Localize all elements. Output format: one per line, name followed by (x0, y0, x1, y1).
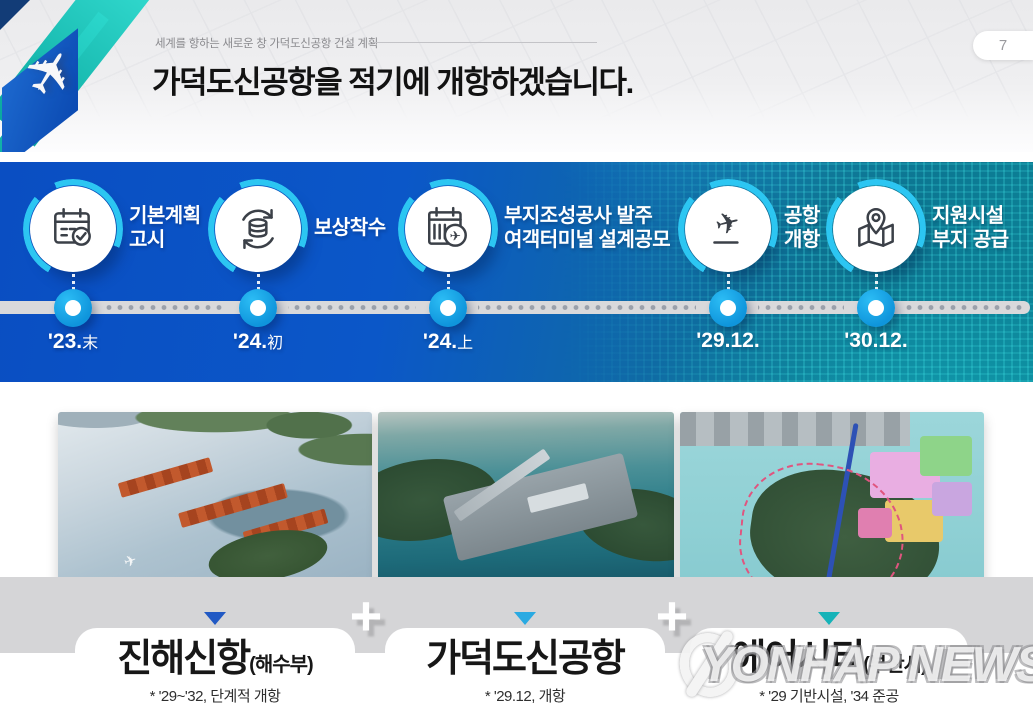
timeline-connector (875, 274, 878, 302)
project-card-jinhae: 진해신항(해수부) * '29~'32, 단계적 개항 (75, 628, 355, 717)
timeline-dotted-segment (906, 301, 1022, 314)
pier-art (117, 457, 214, 498)
timeline-date: '29.12. (696, 329, 760, 352)
project-card-aircity: 에어시티(부산시) * '29 기반시설, '34 준공 (690, 628, 968, 717)
timeline-dotted-segment (103, 301, 225, 314)
project-title: 에어시티(부산시) (731, 638, 927, 680)
digital-dots-pattern (563, 162, 1033, 382)
timeline-date: '30.12. (844, 329, 908, 352)
timeline-node (857, 289, 895, 327)
timeline-node (239, 289, 277, 327)
timeline-connector (727, 274, 730, 302)
subtitle-divider (372, 42, 597, 43)
pier-art (178, 483, 288, 528)
coins-cycle-icon (208, 179, 308, 279)
page-title: 가덕도신공항을 적기에 개항하겠습니다. (152, 65, 634, 100)
navy-corner (0, 0, 30, 30)
down-arrow-icon (514, 612, 536, 625)
cyan-ring (826, 179, 926, 279)
zone-art (858, 508, 892, 538)
milestone-basic-plan: 기본계획 고시 (23, 179, 201, 279)
timeline-banner: 기본계획 고시 보상착수 ✈ 부지조성공사 발주 여객터미널 설계공모 ✈ (0, 162, 1033, 382)
cyan-ring (23, 179, 123, 279)
slide-header: ✈ 세계를 향하는 새로운 창 가덕도신공항 건설 계획 가덕도신공항을 적기에… (0, 0, 1033, 152)
milestone-label: 기본계획 고시 (129, 205, 201, 251)
project-title: 가덕도신공항 (426, 638, 626, 680)
gadeokdo-airport-image (378, 412, 674, 600)
calendar-check-icon (23, 179, 123, 279)
slide-subtitle: 세계를 향하는 새로운 창 가덕도신공항 건설 계획 (155, 38, 378, 50)
plus-separator: + (655, 584, 689, 647)
project-note: * '29 기반시설, '34 준공 (759, 687, 899, 705)
calendar-airplane-icon: ✈ (398, 179, 498, 279)
page-number-badge: 7 (973, 31, 1033, 60)
map-pin-icon (826, 179, 926, 279)
milestone-label: 보상착수 (314, 217, 386, 240)
cyan-ring (398, 179, 498, 279)
timeline-dotted-segment (478, 301, 696, 314)
milestone-compensation: 보상착수 (208, 179, 386, 279)
timeline-connector (447, 274, 450, 302)
timeline-node (709, 289, 747, 327)
down-arrow-icon (818, 612, 840, 625)
milestone-support-facility: 지원시설 부지 공급 (826, 179, 1009, 279)
cyan-ring (678, 179, 778, 279)
timeline-date: '23.末 (47, 330, 99, 353)
timeline-dotted-segment (288, 301, 416, 314)
milestone-label: 부지조성공사 발주 여객터미널 설계공모 (504, 205, 671, 251)
timeline-date: '24.初 (232, 330, 284, 353)
down-arrow-icon (204, 612, 226, 625)
zone-art (920, 436, 972, 476)
air-city-plan-image (680, 412, 984, 600)
plus-separator: + (349, 584, 383, 647)
airplane-glyph: ✈ (121, 551, 140, 572)
project-title: 진해신항(해수부) (117, 638, 313, 680)
timeline-node (429, 289, 467, 327)
map-background-pattern (0, 0, 1033, 120)
zone-art (932, 482, 972, 516)
port-strip-art (680, 412, 910, 446)
milestone-label: 공항 개항 (784, 205, 820, 251)
milestone-site-construction: ✈ 부지조성공사 발주 여객터미널 설계공모 (398, 179, 671, 279)
jinhae-new-port-image: ✈ (58, 412, 372, 600)
header-decoration: ✈ (0, 0, 190, 152)
cyan-ring (208, 179, 308, 279)
airplane-takeoff-icon: ✈ (678, 179, 778, 279)
project-note: * '29~'32, 단계적 개항 (149, 687, 281, 705)
timeline-date: '24.上 (422, 330, 474, 353)
milestone-airport-opening: ✈ 공항 개항 (678, 179, 820, 279)
timeline-node (54, 289, 92, 327)
timeline-dotted-segment (758, 301, 844, 314)
milestone-label: 지원시설 부지 공급 (932, 205, 1009, 251)
project-card-gadeokdo: 가덕도신공항 * '29.12, 개항 (385, 628, 665, 717)
timeline-connector (72, 274, 75, 302)
project-note: * '29.12, 개항 (484, 687, 566, 705)
timeline-connector (257, 274, 260, 302)
